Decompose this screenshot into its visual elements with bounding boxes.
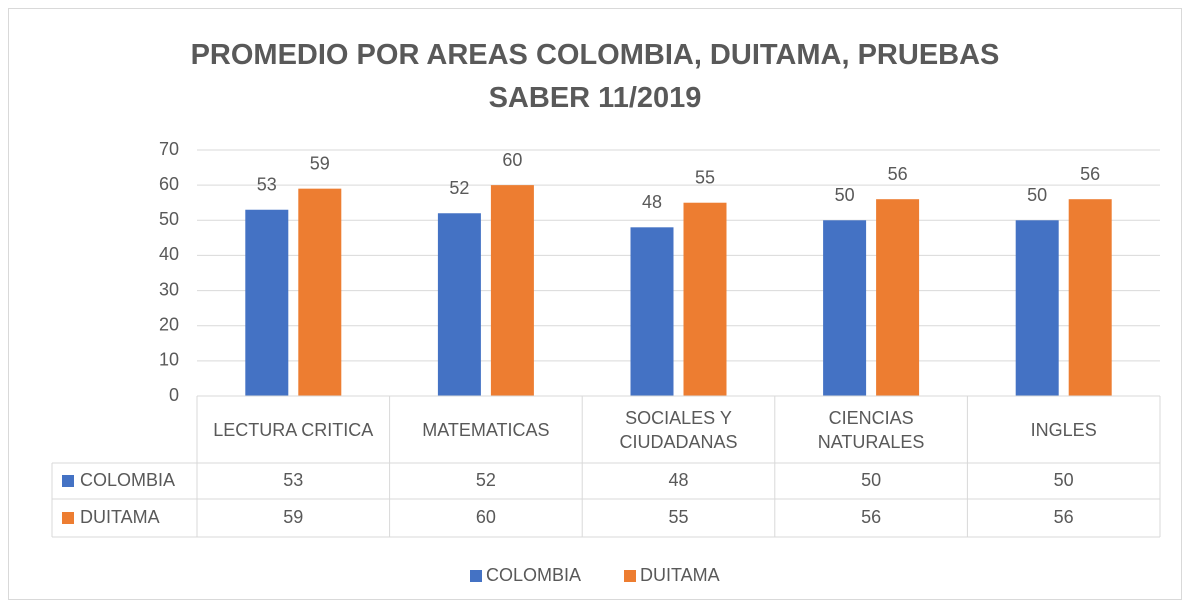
- data-label: 52: [449, 178, 469, 198]
- chart-title: PROMEDIO POR AREAS COLOMBIA, DUITAMA, PR…: [190, 39, 1000, 114]
- table-cell: 56: [861, 507, 881, 527]
- data-label: 60: [502, 150, 522, 170]
- data-label: 50: [835, 185, 855, 205]
- table-cell: 50: [1054, 470, 1074, 490]
- data-label: 53: [257, 174, 277, 194]
- table-row-label: COLOMBIA: [80, 470, 175, 490]
- y-tick-label: 30: [159, 279, 179, 299]
- data-label: 59: [310, 153, 330, 173]
- table-legend-key: [62, 475, 74, 487]
- legend-key: [470, 570, 482, 582]
- data-label: 50: [1027, 185, 1047, 205]
- bar: [1015, 220, 1059, 396]
- table-cell: 55: [668, 507, 688, 527]
- y-tick-label: 40: [159, 244, 179, 264]
- x-tick-label: MATEMATICAS: [422, 419, 550, 440]
- bar: [437, 213, 481, 396]
- data-label: 56: [1080, 164, 1100, 184]
- x-tick-label: SOCIALES Y CIUDADANAS: [619, 407, 738, 452]
- legend-key: [624, 570, 636, 582]
- y-tick-label: 0: [169, 385, 179, 405]
- bar: [1068, 199, 1112, 396]
- legend-label: COLOMBIA: [486, 565, 581, 585]
- table-cell: 53: [283, 470, 303, 490]
- bar: [298, 188, 342, 396]
- table-cell: 48: [668, 470, 688, 490]
- bar: [490, 185, 534, 396]
- bar: [876, 199, 920, 396]
- y-tick-label: 10: [159, 350, 179, 370]
- bar: [245, 209, 289, 396]
- table-legend-key: [62, 512, 74, 524]
- table-cell: 56: [1054, 507, 1074, 527]
- y-tick-label: 20: [159, 314, 179, 334]
- x-tick-label: LECTURA CRITICA: [213, 419, 374, 440]
- table-cell: 59: [283, 507, 303, 527]
- data-label: 56: [888, 164, 908, 184]
- data-label: 48: [642, 192, 662, 212]
- x-tick-label: CIENCIAS NATURALES: [817, 407, 925, 452]
- table-cell: 60: [476, 507, 496, 527]
- bar: [630, 227, 674, 396]
- legend-label: DUITAMA: [640, 565, 720, 585]
- y-tick-label: 50: [159, 209, 179, 229]
- y-tick-label: 60: [159, 174, 179, 194]
- title-box: PROMEDIO POR AREAS COLOMBIA, DUITAMA, PR…: [0, 34, 1190, 120]
- table-row-label: DUITAMA: [80, 507, 160, 527]
- y-tick-label: 70: [159, 139, 179, 159]
- x-tick-label: INGLES: [1030, 419, 1097, 440]
- bar: [823, 220, 867, 396]
- chart-border: [8, 8, 1182, 600]
- bar: [683, 202, 727, 396]
- data-label: 55: [695, 167, 715, 187]
- table-cell: 52: [476, 470, 496, 490]
- table-cell: 50: [861, 470, 881, 490]
